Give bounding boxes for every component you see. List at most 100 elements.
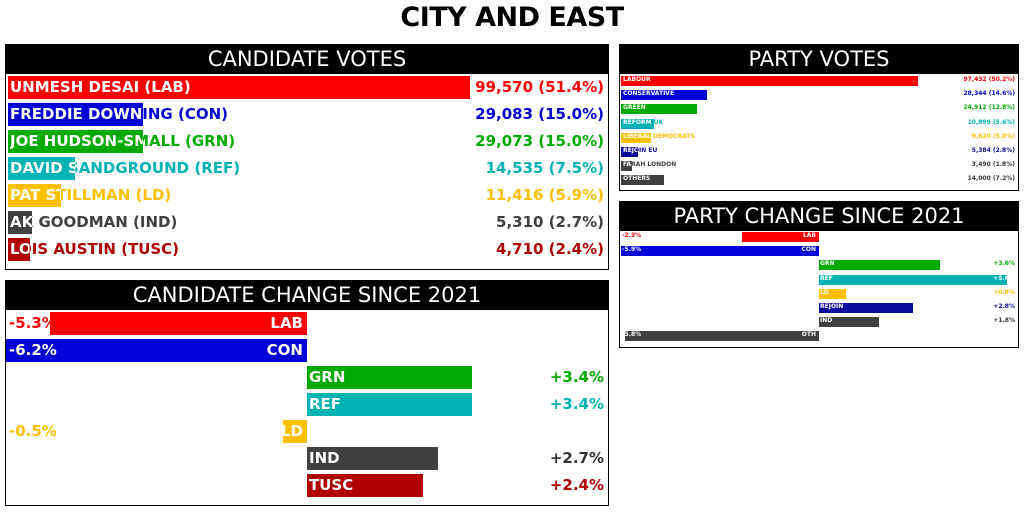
party-change-bar xyxy=(621,246,819,257)
party-change-value: -5.9% xyxy=(622,246,642,254)
party-change-label: IND xyxy=(820,317,833,325)
party-vote-value: 97,432 (50.2%) xyxy=(963,76,1015,83)
candidate-vote-value: 29,083 (15.0%) xyxy=(475,105,604,123)
candidate-vote-bar xyxy=(8,157,76,180)
change-bar xyxy=(307,366,472,389)
party-vote-bar xyxy=(621,161,632,172)
change-bar xyxy=(282,420,307,443)
party-name-label: LIBERAL DEMOCRATS xyxy=(623,132,695,140)
party-name-label: GREEN xyxy=(623,104,646,112)
party-change-value: -2.3% xyxy=(622,232,642,239)
party-change-label: REF xyxy=(820,274,833,282)
change-bar xyxy=(49,312,307,335)
change-bar xyxy=(6,339,307,362)
party-change-label: CON xyxy=(801,246,816,254)
candidate-vote-value: 4,710 (2.4%) xyxy=(496,240,604,258)
change-party-label: GRN xyxy=(309,368,346,386)
change-party-label: IND xyxy=(309,449,340,467)
change-party-label: CON xyxy=(266,341,303,359)
change-bar xyxy=(307,447,438,470)
party-change-label: LD xyxy=(820,288,829,296)
party-change-label: OTH xyxy=(801,331,816,339)
change-party-label: REF xyxy=(309,395,342,413)
party-change-title: PARTY CHANGE SINCE 2021 xyxy=(620,202,1018,231)
candidate-vote-bar xyxy=(8,211,33,234)
party-name-label-inverse: GREEN xyxy=(623,104,646,112)
change-party-label: LAB xyxy=(270,314,303,332)
party-name-label: REFORM UK xyxy=(623,118,664,126)
candidate-vote-value: 11,416 (5.9%) xyxy=(485,186,604,204)
party-change-label: GRN xyxy=(820,260,835,268)
party-change-value: +1.8% xyxy=(993,317,1015,325)
candidate-change-title: CANDIDATE CHANGE SINCE 2021 xyxy=(6,281,608,310)
party-votes-panel: PARTY VOTES LABOUR LABOUR 97,432 (50.2%) CO… xyxy=(619,44,1019,191)
party-change-bar xyxy=(819,260,940,271)
party-change-bar xyxy=(819,274,1007,285)
candidate-change-panel: CANDIDATE CHANGE SINCE 2021 -5.3% LAB -6.2… xyxy=(5,280,609,506)
party-name-label: REJOIN EU xyxy=(623,147,658,154)
change-party-label: TUSC xyxy=(309,476,354,494)
page-title: CITY AND EAST xyxy=(400,2,624,33)
party-name-label-inverse: OTHERS xyxy=(623,175,651,183)
change-value-label: +3.4% xyxy=(549,395,604,413)
change-value-label: -0.5% xyxy=(9,422,57,440)
party-change-value: +5.6% xyxy=(993,274,1015,282)
candidate-name-label: PAT STILLMAN (LD) xyxy=(10,186,172,204)
change-value-label: -6.2% xyxy=(9,341,57,359)
party-vote-value: 3,490 (1.8%) xyxy=(971,161,1015,169)
party-vote-value: 24,912 (12.8%) xyxy=(963,104,1015,112)
party-vote-value: 28,344 (14.6%) xyxy=(963,90,1015,98)
candidate-vote-bar xyxy=(8,103,143,126)
party-change-value: +2.8% xyxy=(993,303,1015,310)
change-value-label: +3.4% xyxy=(549,368,604,386)
party-votes-title: PARTY VOTES xyxy=(620,45,1018,74)
party-vote-value: 10,899 (5.6%) xyxy=(967,118,1015,126)
candidate-name-label: JOE HUDSON-SMALL (GRN) xyxy=(10,132,236,150)
party-vote-bar xyxy=(621,118,655,129)
candidate-name-label-inverse: UNMESH DESAI (LAB) xyxy=(10,78,191,96)
party-change-label: REJOIN xyxy=(820,303,844,310)
candidate-vote-value: 29,073 (15.0%) xyxy=(475,132,604,150)
candidate-vote-bar xyxy=(8,184,62,207)
candidate-name-label: UNMESH DESAI (LAB) xyxy=(10,78,191,96)
change-value-label: +2.4% xyxy=(549,476,604,494)
party-change-bar xyxy=(819,317,880,328)
party-vote-bar xyxy=(621,104,697,115)
party-change-bar xyxy=(819,303,913,313)
party-change-bar xyxy=(741,232,819,242)
candidate-name-label: LOIS AUSTIN (TUSC) xyxy=(10,240,180,258)
change-party-label: LD xyxy=(280,422,303,440)
party-change-value: +3.6% xyxy=(993,260,1015,268)
change-value-label: +2.7% xyxy=(549,449,604,467)
change-bar xyxy=(307,474,424,497)
party-vote-value: 9,620 (5.0%) xyxy=(971,132,1015,140)
change-value-label: -5.3% xyxy=(9,314,57,332)
party-change-value: +0.8% xyxy=(993,288,1015,296)
candidate-name-label: AK GOODMAN (IND) xyxy=(10,213,178,231)
party-vote-bar xyxy=(621,76,918,86)
party-name-label: CONSERVATIVE xyxy=(623,90,675,98)
party-name-label-inverse: CONSERVATIVE xyxy=(623,90,675,98)
party-name-label-inverse: LABOUR xyxy=(623,76,651,83)
party-vote-value: 5,384 (2.8%) xyxy=(971,147,1015,154)
party-change-bar xyxy=(624,331,819,342)
party-name-label: LABOUR xyxy=(623,76,651,83)
candidate-name-label: DAVID SANDGROUND (REF) xyxy=(10,159,241,177)
party-change-bar xyxy=(819,288,846,299)
party-vote-bar xyxy=(621,132,651,143)
party-vote-bar xyxy=(621,147,638,157)
change-bar xyxy=(307,393,472,416)
party-vote-bar xyxy=(621,175,664,186)
candidate-votes-title: CANDIDATE VOTES xyxy=(6,45,608,74)
candidate-vote-value: 99,570 (51.4%) xyxy=(475,78,604,96)
candidate-vote-value: 14,535 (7.5%) xyxy=(485,159,604,177)
candidate-vote-value: 5,310 (2.7%) xyxy=(496,213,604,231)
candidate-votes-panel: CANDIDATE VOTES UNMESH DESAI (LAB) UNMESH… xyxy=(5,44,609,270)
party-vote-value: 14,000 (7.2%) xyxy=(967,175,1015,183)
candidate-name-label: FREDDIE DOWNING (CON) xyxy=(10,105,228,123)
candidate-vote-bar xyxy=(8,76,470,99)
candidate-vote-bar xyxy=(8,238,30,261)
party-change-value: -5.8% xyxy=(622,331,642,339)
candidate-vote-bar xyxy=(8,130,143,153)
party-change-panel: PARTY CHANGE SINCE 2021 -2.3% LAB -5.9% CON… xyxy=(619,201,1019,348)
